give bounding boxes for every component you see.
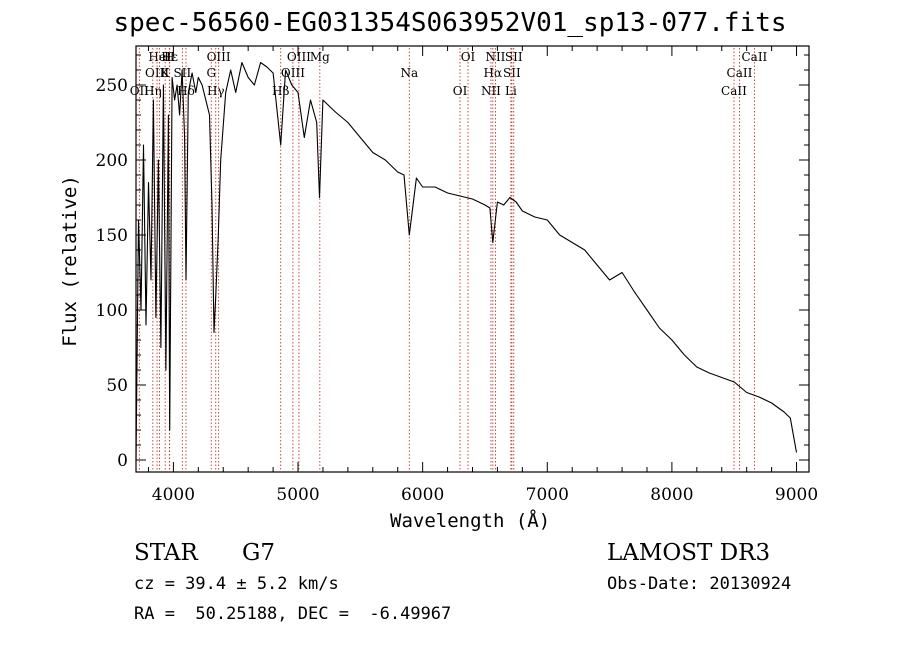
y-tick-label: 200 xyxy=(96,151,128,171)
line-marker-label: Hγ xyxy=(207,84,225,98)
spectrum-line xyxy=(135,61,798,461)
line-marker-label: NII xyxy=(485,50,505,64)
line-marker-label: CaII xyxy=(741,50,767,64)
x-tick-label: 9000 xyxy=(775,485,818,505)
survey-name: LAMOST DR3 xyxy=(607,540,771,566)
x-tick-label: 6000 xyxy=(401,485,444,505)
plot-frame xyxy=(135,45,810,473)
x-tick-label: 4000 xyxy=(152,485,195,505)
chart-title: spec-56560-EG031354S063952V01_sp13-077.f… xyxy=(113,8,787,38)
line-marker-label: OII xyxy=(130,84,150,98)
y-tick-label: 250 xyxy=(96,76,128,96)
line-marker-label: OI xyxy=(453,84,468,98)
coordinates: RA = 50.25188, DEC = -6.49967 xyxy=(134,604,452,624)
object-type: STAR xyxy=(134,540,198,566)
y-tick-label: 50 xyxy=(106,376,128,396)
x-axis-label: Wavelength (Å) xyxy=(390,510,551,532)
line-marker-label: OIII xyxy=(207,50,231,64)
line-marker-label: Hδ xyxy=(177,84,195,98)
line-marker-label: SII xyxy=(505,50,523,64)
line-marker-label: Hα xyxy=(484,66,503,80)
spectral-subclass: G7 xyxy=(242,540,276,566)
observation-date: Obs-Date: 20130924 xyxy=(607,574,792,594)
line-marker-label: CaII xyxy=(721,84,747,98)
y-axis-label: Flux (relative) xyxy=(59,175,81,347)
line-marker-label: OIII xyxy=(287,50,311,64)
y-tick-label: 100 xyxy=(96,301,128,321)
line-marker-label: CaII xyxy=(727,66,753,80)
x-tick-label: 8000 xyxy=(650,485,693,505)
line-marker-label: NII xyxy=(481,84,501,98)
line-marker-label: OI xyxy=(461,50,476,64)
line-marker-label: K xyxy=(161,66,171,80)
line-marker-label: HeI xyxy=(148,50,171,64)
line-marker-label: Li xyxy=(505,84,517,98)
line-marker-label: OIII xyxy=(145,66,169,80)
line-marker-label: Hε xyxy=(161,50,178,64)
line-marker-label: OIII xyxy=(281,66,305,80)
line-marker-label: Na xyxy=(400,66,418,80)
redshift-cz: cz = 39.4 ± 5.2 km/s xyxy=(134,574,339,594)
y-tick-label: 150 xyxy=(96,226,128,246)
y-tick-label: 0 xyxy=(117,451,128,471)
line-marker-label: H xyxy=(164,50,174,64)
x-tick-label: 5000 xyxy=(276,485,319,505)
line-marker-label: Mg xyxy=(310,50,330,64)
line-marker-label: Hη xyxy=(144,84,162,98)
line-marker-label: G xyxy=(206,66,216,80)
x-tick-label: 7000 xyxy=(526,485,569,505)
line-marker-label: SII xyxy=(503,66,521,80)
line-marker-label: Hβ xyxy=(272,84,289,98)
